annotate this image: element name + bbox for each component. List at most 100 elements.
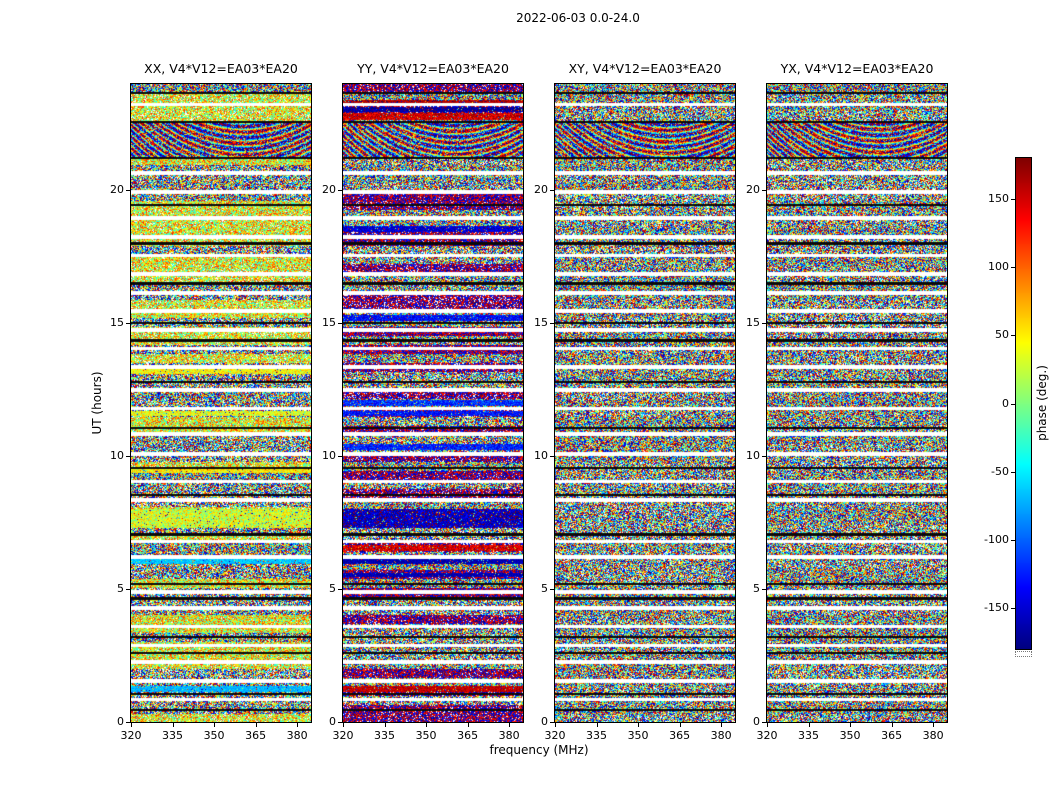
y-tick-mark xyxy=(338,190,342,192)
heatmap-canvas-yy xyxy=(343,84,523,722)
x-tick-mark xyxy=(214,723,216,727)
y-tick-mark xyxy=(762,323,766,325)
heatmap-canvas-yx xyxy=(767,84,947,722)
colorbar-tick-label: 150 xyxy=(988,191,1009,205)
y-tick-label: 10 xyxy=(322,449,336,463)
colorbar-tick-label: -100 xyxy=(984,532,1009,546)
x-tick-mark xyxy=(255,723,257,727)
x-tick-label: 365 xyxy=(669,729,691,742)
x-tick-mark xyxy=(131,723,132,727)
panel-title-yy: YY, V4*V12=EA03*EA20 xyxy=(357,61,509,76)
x-tick-label: 350 xyxy=(627,729,649,742)
colorbar-tick-mark xyxy=(1011,198,1015,200)
y-tick-mark xyxy=(550,190,554,192)
x-tick-mark xyxy=(891,723,893,727)
y-tick-label: 0 xyxy=(329,715,336,728)
x-tick-label: 350 xyxy=(839,729,861,742)
colorbar-tick-mark xyxy=(1011,267,1015,269)
x-tick-mark xyxy=(850,723,852,727)
y-tick-label: 20 xyxy=(322,183,336,197)
y-tick-mark xyxy=(550,323,554,325)
colorbar-tick-label: 50 xyxy=(995,328,1009,342)
x-tick-label: 350 xyxy=(415,729,437,742)
heatmap-panel-yx xyxy=(766,83,948,723)
x-axis-label: frequency (MHz) xyxy=(489,743,589,757)
x-tick-label: 350 xyxy=(203,729,225,742)
x-tick-mark xyxy=(638,723,640,727)
x-tick-label: 380 xyxy=(922,729,944,742)
x-tick-mark xyxy=(467,723,469,727)
x-tick-mark xyxy=(555,723,556,727)
y-tick-label: 15 xyxy=(322,316,336,330)
y-tick-mark xyxy=(126,722,130,723)
x-tick-mark xyxy=(384,723,386,727)
x-tick-label: 365 xyxy=(881,729,903,742)
x-tick-mark xyxy=(808,723,810,727)
y-tick-label: 20 xyxy=(534,183,548,197)
x-tick-label: 320 xyxy=(544,729,566,742)
y-tick-label: 15 xyxy=(534,316,548,330)
x-tick-mark xyxy=(596,723,598,727)
heatmap-panel-xx xyxy=(130,83,312,723)
figure-title: 2022-06-03 0.0-24.0 xyxy=(516,11,640,25)
y-tick-label: 15 xyxy=(746,316,760,330)
x-tick-label: 335 xyxy=(586,729,608,742)
x-tick-label: 335 xyxy=(162,729,184,742)
colorbar-tick-mark xyxy=(1011,403,1015,405)
colorbar-tick-label: 100 xyxy=(988,260,1009,274)
x-tick-mark xyxy=(343,723,344,727)
y-tick-mark xyxy=(338,589,342,591)
heatmap-panel-yy xyxy=(342,83,524,723)
panel-title-xx: XX, V4*V12=EA03*EA20 xyxy=(144,61,298,76)
y-tick-label: 5 xyxy=(753,582,760,596)
y-tick-label: 5 xyxy=(117,582,124,596)
y-tick-mark xyxy=(762,722,766,723)
colorbar xyxy=(1015,157,1032,650)
x-tick-label: 320 xyxy=(332,729,354,742)
x-tick-label: 335 xyxy=(374,729,396,742)
heatmap-canvas-xy xyxy=(555,84,735,722)
x-tick-label: 320 xyxy=(120,729,142,742)
x-tick-mark xyxy=(679,723,681,727)
y-tick-label: 0 xyxy=(117,715,124,728)
x-tick-label: 380 xyxy=(286,729,308,742)
x-tick-label: 380 xyxy=(498,729,520,742)
y-tick-label: 10 xyxy=(746,449,760,463)
y-tick-mark xyxy=(338,722,342,723)
colorbar-tick-label: 0 xyxy=(1002,396,1009,410)
y-tick-mark xyxy=(550,456,554,458)
colorbar-label: phase (deg.) xyxy=(1035,365,1049,441)
y-tick-mark xyxy=(762,589,766,591)
y-tick-mark xyxy=(550,589,554,591)
y-tick-label: 5 xyxy=(329,582,336,596)
y-tick-mark xyxy=(126,456,130,458)
panel-title-yx: YX, V4*V12=EA03*EA20 xyxy=(780,61,934,76)
y-tick-label: 10 xyxy=(534,449,548,463)
y-tick-label: 0 xyxy=(753,715,760,728)
x-tick-mark xyxy=(426,723,428,727)
y-tick-mark xyxy=(126,190,130,192)
heatmap-panel-xy xyxy=(554,83,736,723)
y-tick-mark xyxy=(762,456,766,458)
x-tick-mark xyxy=(933,723,935,727)
y-tick-label: 20 xyxy=(110,183,124,197)
colorbar-tick-label: -50 xyxy=(991,464,1009,478)
y-tick-mark xyxy=(126,589,130,591)
colorbar-tick-mark xyxy=(1011,471,1015,473)
x-tick-mark xyxy=(172,723,174,727)
x-tick-label: 365 xyxy=(457,729,479,742)
colorbar-nodata-swatch xyxy=(1015,651,1032,657)
colorbar-tick-mark xyxy=(1011,335,1015,337)
colorbar-tick-mark xyxy=(1011,539,1015,541)
y-tick-label: 20 xyxy=(746,183,760,197)
x-tick-mark xyxy=(721,723,723,727)
y-tick-label: 0 xyxy=(541,715,548,728)
y-tick-label: 5 xyxy=(541,582,548,596)
colorbar-tick-label: -150 xyxy=(984,601,1009,615)
x-tick-label: 380 xyxy=(710,729,732,742)
x-tick-mark xyxy=(297,723,299,727)
y-tick-mark xyxy=(550,722,554,723)
x-tick-mark xyxy=(767,723,768,727)
x-tick-label: 365 xyxy=(245,729,267,742)
heatmap-canvas-xx xyxy=(131,84,311,722)
